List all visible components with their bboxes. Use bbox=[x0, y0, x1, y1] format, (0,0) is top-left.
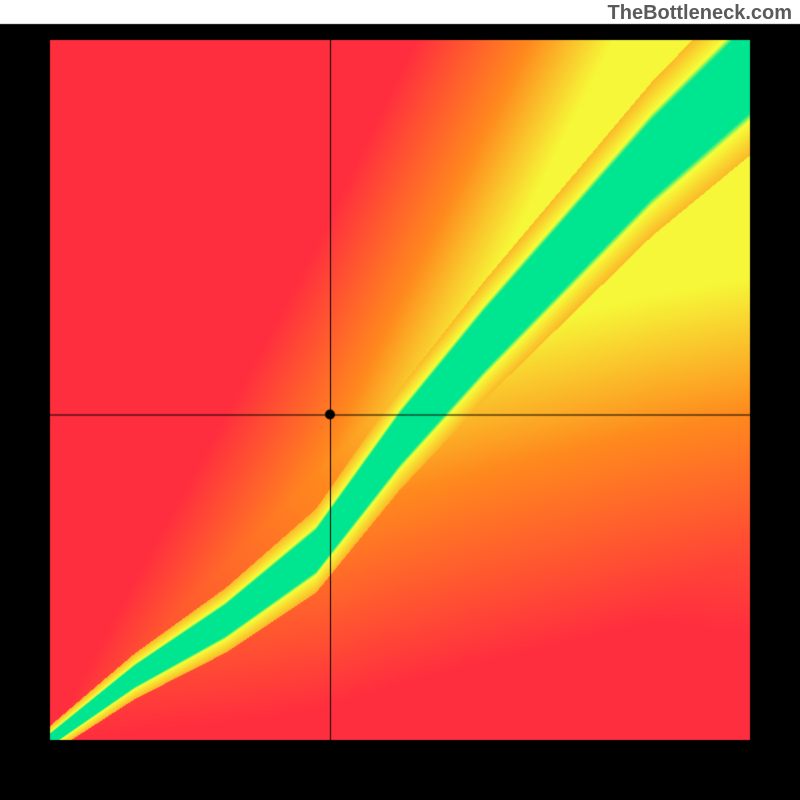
watermark-text: TheBottleneck.com bbox=[608, 2, 792, 25]
bottleneck-heatmap bbox=[0, 0, 800, 800]
